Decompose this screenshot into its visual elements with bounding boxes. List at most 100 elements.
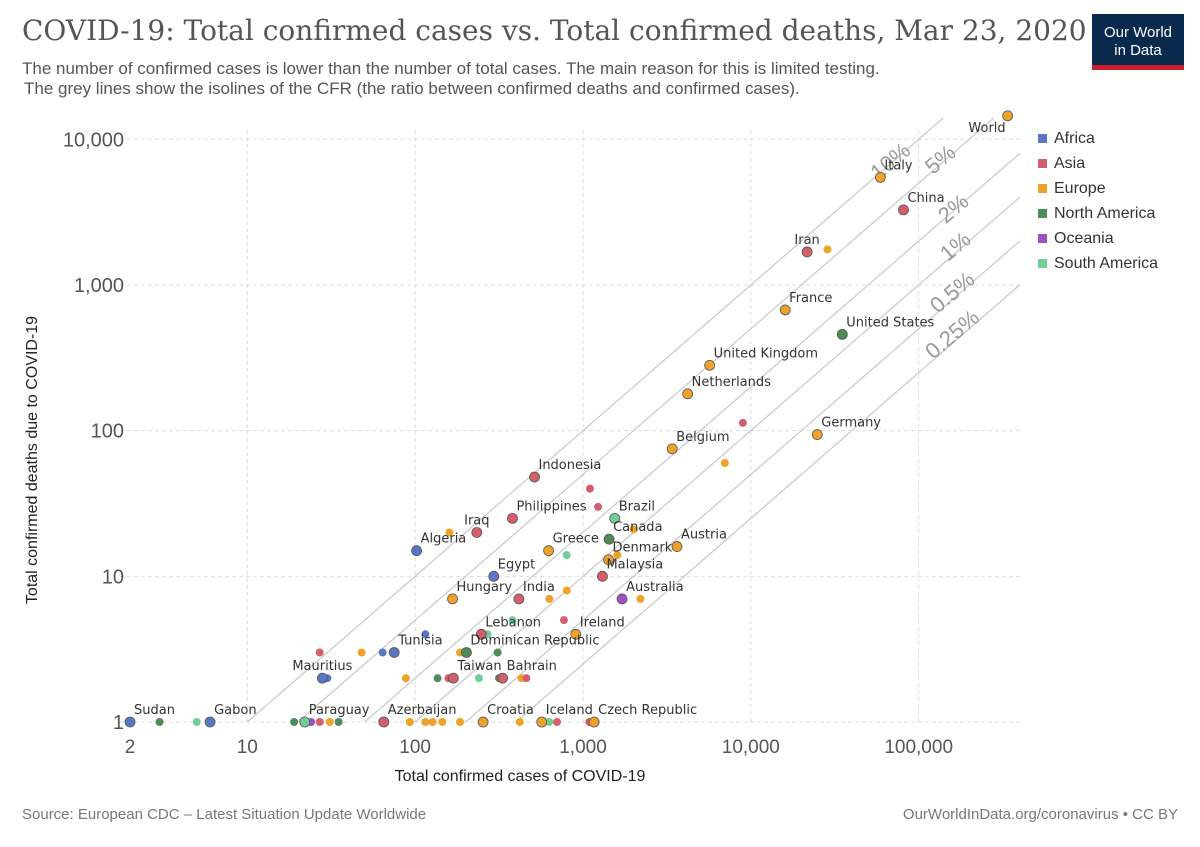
data-point[interactable] bbox=[536, 716, 548, 728]
data-point[interactable] bbox=[475, 628, 487, 640]
cfr-isoline bbox=[515, 283, 1020, 723]
data-point[interactable] bbox=[666, 443, 678, 455]
data-point[interactable] bbox=[562, 551, 571, 560]
data-point[interactable] bbox=[421, 630, 430, 639]
data-point[interactable] bbox=[823, 245, 832, 254]
data-point[interactable] bbox=[609, 512, 621, 524]
data-point[interactable] bbox=[488, 570, 500, 582]
data-point[interactable] bbox=[597, 570, 608, 582]
data-point[interactable] bbox=[204, 716, 216, 728]
data-point[interactable] bbox=[636, 594, 645, 603]
data-point[interactable] bbox=[720, 458, 729, 467]
legend-item[interactable]: Africa bbox=[1038, 126, 1158, 151]
data-point[interactable] bbox=[515, 718, 524, 726]
legend-item[interactable]: Oceania bbox=[1038, 226, 1158, 251]
data-point[interactable] bbox=[553, 718, 562, 726]
data-point[interactable] bbox=[836, 328, 848, 340]
data-point[interactable] bbox=[1002, 110, 1014, 122]
data-point[interactable] bbox=[411, 545, 423, 557]
cfr-isolines: 10% 5%2%1%0.5%0.25% bbox=[246, 118, 1020, 723]
point-label: Belgium bbox=[676, 430, 729, 445]
credit-link[interactable]: OurWorldInData.org/coronavirus • CC BY bbox=[902, 806, 1178, 823]
legend-item[interactable]: Europe bbox=[1038, 176, 1158, 201]
data-point[interactable] bbox=[155, 718, 164, 726]
data-point[interactable] bbox=[508, 616, 517, 625]
y-tick-label: 100 bbox=[91, 421, 124, 443]
data-point[interactable] bbox=[405, 718, 414, 726]
data-point[interactable] bbox=[545, 718, 554, 726]
data-point[interactable] bbox=[543, 545, 555, 557]
data-point[interactable] bbox=[334, 718, 343, 726]
data-point[interactable] bbox=[447, 593, 458, 605]
data-point[interactable] bbox=[570, 628, 582, 640]
data-point[interactable] bbox=[493, 648, 502, 657]
data-point[interactable] bbox=[603, 533, 615, 545]
data-point[interactable] bbox=[192, 718, 201, 726]
owid-logo[interactable]: Our World in Data bbox=[1092, 14, 1184, 70]
data-point[interactable] bbox=[315, 718, 324, 726]
legend-item[interactable]: North America bbox=[1038, 201, 1158, 226]
data-point[interactable] bbox=[433, 674, 442, 683]
legend-item[interactable]: South America bbox=[1038, 251, 1158, 276]
data-point[interactable] bbox=[497, 672, 509, 684]
point-labels: World Italy China Iran France United States Un… bbox=[134, 121, 1006, 718]
data-point[interactable] bbox=[474, 674, 483, 683]
data-point[interactable] bbox=[682, 388, 694, 400]
data-point[interactable] bbox=[603, 554, 614, 566]
axes: 2 10 100 1,000 10,000 100,000 1 10 100 1,000 10,00… bbox=[63, 129, 953, 758]
x-tick-label: 1,000 bbox=[559, 737, 607, 758]
x-tick-label: 100,000 bbox=[884, 737, 953, 758]
data-point[interactable] bbox=[588, 716, 600, 728]
data-point[interactable] bbox=[513, 593, 525, 605]
data-point[interactable] bbox=[461, 647, 472, 658]
data-point[interactable] bbox=[585, 484, 594, 493]
data-point[interactable] bbox=[671, 541, 683, 552]
data-point[interactable] bbox=[898, 204, 909, 216]
point-label: Egypt bbox=[498, 557, 536, 572]
data-point[interactable] bbox=[507, 512, 518, 524]
data-point[interactable] bbox=[438, 718, 447, 726]
data-point[interactable] bbox=[357, 648, 366, 657]
data-point[interactable] bbox=[477, 716, 489, 728]
data-point[interactable] bbox=[874, 171, 886, 183]
data-point[interactable] bbox=[471, 527, 483, 538]
data-point[interactable] bbox=[801, 246, 813, 258]
data-point[interactable] bbox=[448, 672, 459, 684]
data-point[interactable] bbox=[704, 359, 716, 371]
data-point[interactable] bbox=[445, 528, 454, 537]
data-point[interactable] bbox=[616, 593, 628, 605]
data-point[interactable] bbox=[562, 586, 571, 595]
legend-item[interactable]: Asia bbox=[1038, 151, 1158, 176]
data-point[interactable] bbox=[325, 718, 334, 726]
data-point[interactable] bbox=[529, 471, 540, 483]
data-point[interactable] bbox=[299, 716, 311, 728]
legend-swatch bbox=[1038, 234, 1047, 243]
point-label: Malaysia bbox=[606, 557, 663, 572]
data-point[interactable] bbox=[522, 674, 531, 683]
data-point[interactable] bbox=[779, 304, 791, 316]
data-point[interactable] bbox=[738, 418, 747, 427]
data-point[interactable] bbox=[316, 672, 328, 684]
data-point[interactable] bbox=[378, 716, 390, 728]
data-point[interactable] bbox=[545, 594, 554, 603]
data-point[interactable] bbox=[421, 718, 430, 726]
data-point[interactable] bbox=[811, 429, 823, 440]
point-label: Ireland bbox=[580, 615, 625, 630]
cfr-isoline bbox=[297, 118, 995, 723]
data-point[interactable] bbox=[315, 648, 324, 657]
data-point[interactable] bbox=[378, 648, 387, 657]
data-point[interactable] bbox=[629, 525, 638, 534]
point-label: Hungary bbox=[457, 580, 513, 595]
data-point[interactable] bbox=[401, 674, 410, 683]
data-point[interactable] bbox=[456, 718, 465, 726]
source-note[interactable]: Source: European CDC – Latest Situation … bbox=[22, 806, 427, 823]
data-point[interactable] bbox=[559, 616, 568, 625]
point-label: Gabon bbox=[214, 703, 257, 718]
data-point[interactable] bbox=[124, 716, 136, 728]
data-point[interactable] bbox=[290, 718, 299, 726]
data-point[interactable] bbox=[428, 718, 437, 726]
data-point[interactable] bbox=[613, 551, 622, 560]
data-point[interactable] bbox=[388, 647, 400, 658]
data-point[interactable] bbox=[594, 502, 603, 511]
point-label: Mauritius bbox=[292, 659, 352, 674]
